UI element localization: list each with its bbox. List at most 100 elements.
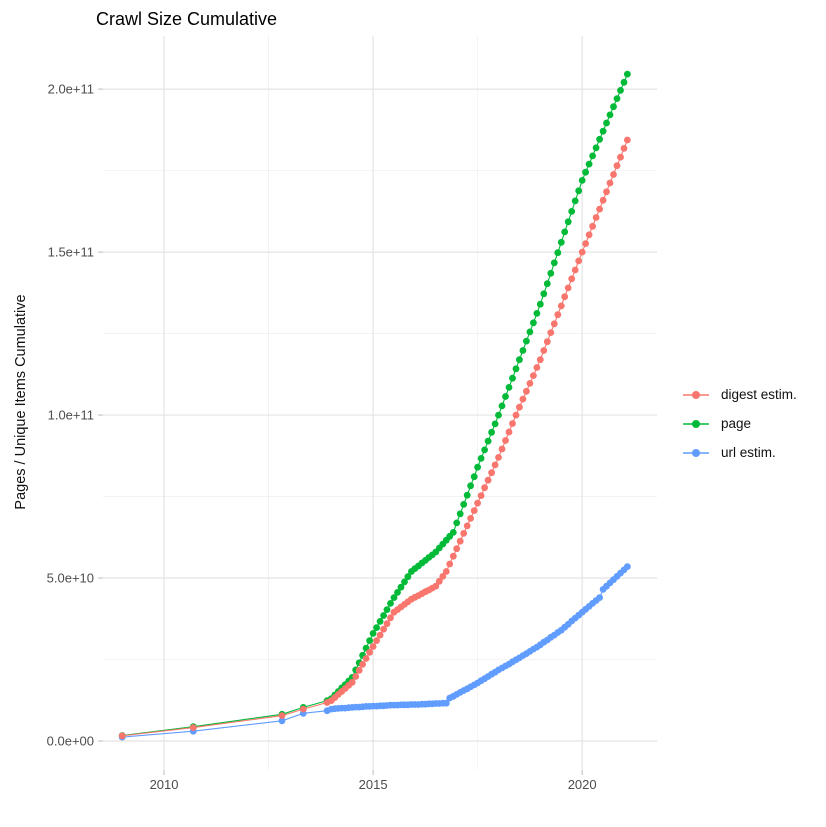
data-point (592, 214, 600, 221)
data-point (624, 70, 631, 78)
data-point (355, 666, 363, 674)
data-point (568, 275, 576, 283)
data-point (484, 437, 492, 445)
data-point (589, 222, 596, 230)
data-point (383, 606, 391, 613)
data-point (491, 461, 499, 469)
data-point (536, 356, 544, 364)
data-point (484, 476, 492, 484)
data-point (536, 300, 544, 308)
legend-label-url-estim: url estim. (721, 445, 776, 460)
data-point (610, 171, 617, 178)
y-tick-label: 2.0e+11 (48, 82, 94, 97)
data-point (596, 205, 603, 213)
data-point (498, 445, 506, 453)
data-point (495, 411, 502, 419)
data-point (624, 563, 631, 570)
data-point (578, 177, 586, 184)
data-point (477, 455, 485, 462)
data-point (550, 259, 558, 267)
data-point (481, 484, 488, 492)
data-point (571, 197, 579, 205)
data-point (477, 492, 485, 499)
data-point (578, 248, 586, 256)
data-point (481, 446, 488, 454)
data-point (557, 302, 565, 310)
legend: digest estim. page url estim. (682, 380, 797, 467)
data-point (519, 395, 527, 403)
data-point (498, 402, 506, 410)
data-point (547, 329, 555, 336)
x-tick-label: 2015 (359, 777, 388, 792)
data-point (543, 338, 551, 346)
data-point (571, 266, 579, 274)
data-point (589, 152, 596, 160)
data-point (554, 311, 562, 319)
data-point (516, 356, 523, 364)
data-point (540, 290, 548, 298)
data-point (387, 600, 394, 607)
data-point (390, 594, 398, 601)
data-point (596, 135, 603, 143)
data-point (533, 364, 541, 371)
data-point (366, 637, 373, 644)
data-point (606, 179, 614, 187)
data-point (369, 643, 377, 650)
data-point (561, 228, 569, 236)
data-point (568, 208, 576, 215)
data-point (373, 637, 380, 644)
y-tick-label: 0.0e+00 (47, 733, 94, 748)
data-point (488, 469, 495, 477)
plot-area: 0.0e+00 5.0e+10 1.0e+11 1.5e+11 2.0e+11 2010 2… (47, 36, 657, 792)
legend-item-digest-estim: digest estim. (682, 380, 797, 409)
data-point (575, 187, 583, 195)
series-line-2 (122, 566, 628, 738)
data-point (397, 583, 405, 591)
data-point (564, 284, 572, 292)
data-point (620, 78, 628, 86)
data-point (547, 269, 555, 277)
data-point (502, 393, 509, 400)
data-point (585, 160, 593, 168)
data-point (467, 515, 474, 522)
data-point (449, 529, 457, 536)
data-point (404, 573, 412, 581)
data-point (599, 196, 607, 204)
data-point (362, 655, 370, 662)
data-point (387, 614, 394, 622)
data-point (523, 337, 530, 345)
data-point (460, 501, 468, 508)
data-point (189, 724, 197, 731)
data-point (401, 578, 408, 586)
data-point (456, 537, 464, 545)
data-point (470, 507, 478, 514)
data-point (519, 347, 527, 354)
data-point (366, 648, 373, 656)
data-point (543, 280, 551, 288)
data-point (523, 387, 530, 395)
data-point (599, 127, 607, 135)
data-point (624, 136, 631, 144)
data-point (582, 168, 589, 176)
data-point (453, 519, 461, 527)
data-point (470, 473, 478, 481)
data-point (617, 87, 624, 94)
data-point (474, 463, 481, 471)
data-point (460, 530, 468, 537)
data-point (530, 319, 537, 327)
data-point (505, 428, 513, 436)
data-point (526, 328, 534, 336)
data-point (394, 589, 401, 596)
data-point (463, 491, 471, 499)
legend-item-page: page (682, 409, 797, 438)
legend-key-line-dot-icon (683, 390, 709, 399)
data-point (596, 594, 603, 601)
data-point (435, 577, 443, 585)
data-point (554, 249, 562, 257)
chart-title: Crawl Size Cumulative (96, 9, 277, 29)
data-point (613, 162, 621, 170)
data-point (550, 320, 558, 328)
data-point (592, 144, 600, 152)
